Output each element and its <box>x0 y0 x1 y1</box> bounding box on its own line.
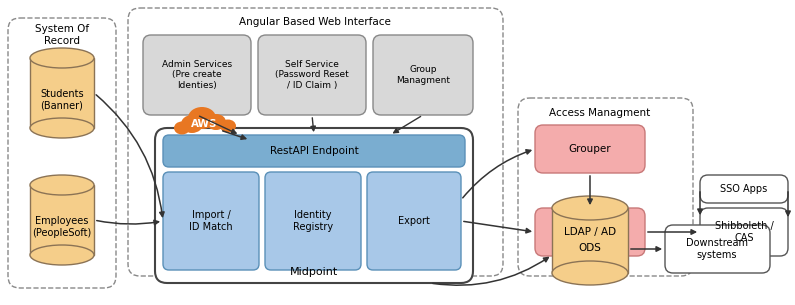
FancyBboxPatch shape <box>155 128 473 283</box>
Text: Angular Based Web Interface: Angular Based Web Interface <box>239 17 391 27</box>
FancyBboxPatch shape <box>163 172 259 270</box>
FancyBboxPatch shape <box>258 35 366 115</box>
Ellipse shape <box>174 121 190 135</box>
FancyBboxPatch shape <box>8 18 116 288</box>
FancyBboxPatch shape <box>700 175 788 203</box>
Text: Downstream
systems: Downstream systems <box>686 238 748 260</box>
Polygon shape <box>30 185 94 255</box>
Polygon shape <box>30 58 94 128</box>
Text: System Of
Record: System Of Record <box>35 24 89 46</box>
Text: SSO Apps: SSO Apps <box>720 184 768 194</box>
FancyBboxPatch shape <box>128 8 503 276</box>
Ellipse shape <box>30 118 94 138</box>
Text: RestAPI Endpoint: RestAPI Endpoint <box>270 146 359 156</box>
Ellipse shape <box>206 114 226 130</box>
Text: ODS: ODS <box>579 243 602 253</box>
Text: Export: Export <box>398 216 430 226</box>
FancyBboxPatch shape <box>265 172 361 270</box>
FancyBboxPatch shape <box>518 98 693 276</box>
Text: Self Service
(Password Reset
/ ID Claim ): Self Service (Password Reset / ID Claim … <box>275 60 349 90</box>
Text: Admin Services
(Pre create
Identies): Admin Services (Pre create Identies) <box>162 60 232 90</box>
Text: Employees
(PeopleSoft): Employees (PeopleSoft) <box>33 216 91 238</box>
Text: Group
Managment: Group Managment <box>396 65 450 85</box>
Text: AWS: AWS <box>191 119 217 129</box>
FancyBboxPatch shape <box>535 208 645 256</box>
FancyBboxPatch shape <box>700 208 788 256</box>
FancyBboxPatch shape <box>163 135 465 167</box>
Ellipse shape <box>181 115 203 133</box>
Text: LDAP / AD: LDAP / AD <box>564 227 616 237</box>
Ellipse shape <box>220 120 236 132</box>
Text: Shibboleth /
CAS: Shibboleth / CAS <box>715 221 774 243</box>
Text: Students
(Banner): Students (Banner) <box>41 89 83 111</box>
Text: Grouper: Grouper <box>568 144 611 154</box>
FancyBboxPatch shape <box>535 125 645 173</box>
Text: Access Managment: Access Managment <box>549 108 650 118</box>
FancyBboxPatch shape <box>373 35 473 115</box>
FancyBboxPatch shape <box>367 172 461 270</box>
Ellipse shape <box>30 245 94 265</box>
Ellipse shape <box>30 48 94 68</box>
Polygon shape <box>552 208 628 273</box>
Text: Identity
Registry: Identity Registry <box>293 210 333 232</box>
Ellipse shape <box>188 107 216 129</box>
Text: Import /
ID Match: Import / ID Match <box>189 210 233 232</box>
Ellipse shape <box>552 261 628 285</box>
Ellipse shape <box>552 196 628 220</box>
Text: Midpoint: Midpoint <box>290 267 338 277</box>
FancyBboxPatch shape <box>143 35 251 115</box>
FancyBboxPatch shape <box>665 225 770 273</box>
Ellipse shape <box>30 175 94 195</box>
